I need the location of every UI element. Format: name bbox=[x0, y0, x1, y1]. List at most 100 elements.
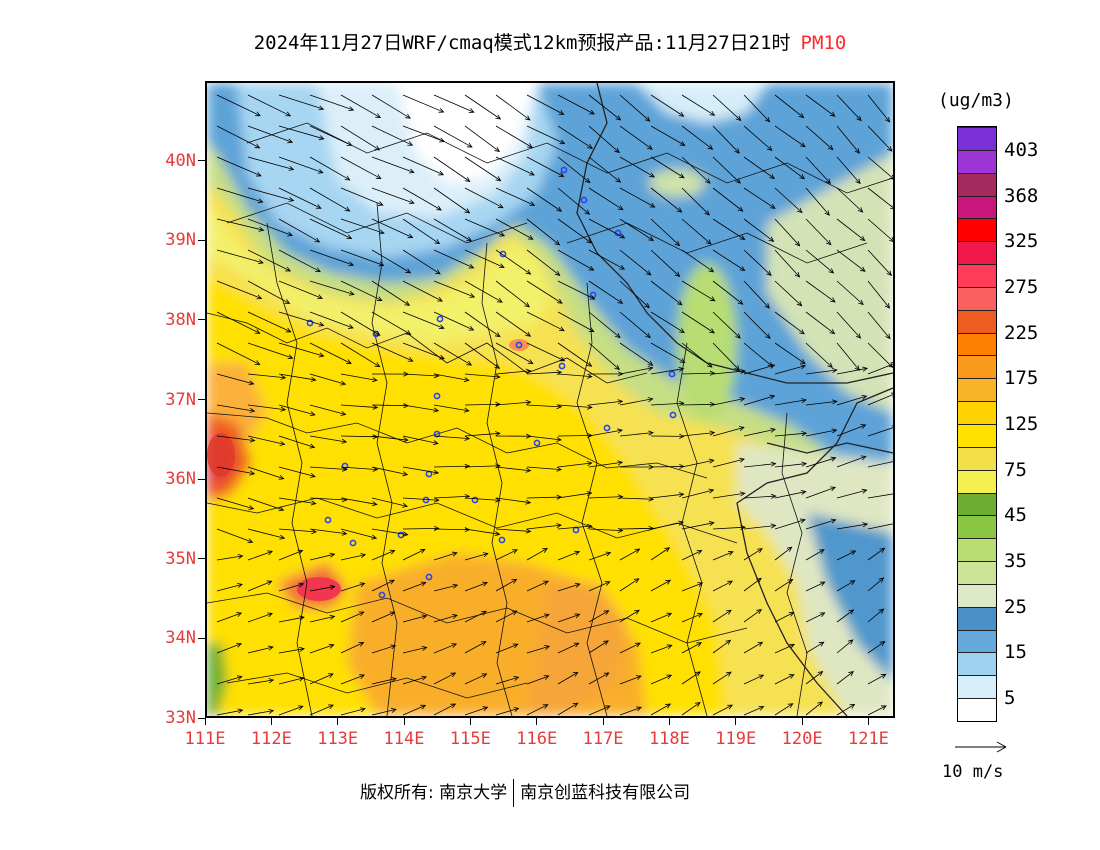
wind-arrow bbox=[464, 94, 502, 120]
wind-arrow bbox=[216, 94, 261, 117]
wind-arrow bbox=[557, 280, 596, 300]
wind-arrow bbox=[588, 249, 626, 270]
wind-arrow bbox=[681, 156, 711, 184]
lat-label: 33N bbox=[165, 708, 196, 728]
city-marker bbox=[533, 439, 541, 447]
wind-arrow bbox=[619, 675, 642, 685]
wind-arrow bbox=[681, 612, 703, 623]
wind-arrow bbox=[805, 428, 838, 437]
wind-arrow bbox=[588, 156, 622, 183]
wind-arrow bbox=[619, 706, 642, 716]
wind-arrow bbox=[557, 642, 580, 654]
wind-arrow bbox=[433, 435, 471, 441]
wind-arrow bbox=[526, 311, 565, 332]
wind-arrow bbox=[743, 125, 773, 151]
wind-arrow bbox=[402, 675, 428, 685]
wind-arrow bbox=[371, 497, 408, 508]
wind-arrow bbox=[309, 673, 334, 685]
wind-arrow bbox=[278, 646, 305, 654]
wind-arrow bbox=[743, 218, 775, 242]
wind-arrow bbox=[650, 520, 685, 530]
wind-arrow bbox=[495, 125, 533, 148]
wind-arrow bbox=[247, 404, 287, 412]
wind-arrow bbox=[650, 125, 686, 146]
city-marker bbox=[580, 196, 588, 204]
wind-arrow bbox=[278, 373, 317, 382]
wind-arrow bbox=[402, 466, 440, 475]
wind-arrow bbox=[805, 399, 838, 406]
wind-arrow bbox=[774, 364, 807, 375]
wind-arrow bbox=[340, 466, 379, 472]
wind-arrow bbox=[216, 642, 243, 654]
legend-label: 25 bbox=[1004, 595, 1027, 618]
wind-arrow bbox=[650, 366, 685, 375]
wind-arrow bbox=[712, 311, 741, 339]
legend-swatch bbox=[958, 195, 996, 219]
wind-arrow bbox=[650, 218, 681, 247]
wind-arrow bbox=[619, 249, 652, 276]
legend-swatch bbox=[958, 149, 996, 173]
wind-arrow bbox=[371, 435, 409, 443]
legend-label: 35 bbox=[1004, 550, 1027, 573]
lon-label: 117E bbox=[582, 729, 624, 749]
wind-arrow bbox=[557, 156, 591, 184]
lon-label: 111E bbox=[184, 729, 226, 749]
wind-arrow bbox=[216, 311, 261, 334]
wind-arrow bbox=[402, 249, 441, 275]
wind-arrow bbox=[433, 404, 470, 413]
wind-arrow bbox=[247, 678, 275, 685]
wind-arrow bbox=[712, 342, 740, 371]
map-panel[interactable] bbox=[205, 81, 895, 718]
wind-arrow bbox=[805, 670, 824, 685]
wind-arrow bbox=[867, 705, 887, 716]
legend-swatch bbox=[958, 492, 996, 516]
wind-arrow bbox=[340, 642, 365, 654]
city-markers bbox=[306, 166, 677, 599]
wind-arrow bbox=[495, 399, 532, 406]
wind-arrow bbox=[278, 582, 305, 592]
wind-arrow bbox=[867, 492, 893, 499]
wind-arrow bbox=[836, 125, 860, 154]
wind-arrow bbox=[371, 707, 397, 716]
wind-arrow bbox=[495, 94, 531, 121]
wind-arrow bbox=[278, 466, 316, 478]
wind-arrow bbox=[712, 249, 746, 271]
wind-arrow bbox=[557, 491, 593, 499]
wind-arrow bbox=[805, 612, 826, 623]
wind-arrow bbox=[371, 528, 409, 537]
wind-arrow bbox=[340, 553, 367, 561]
wind-arrow bbox=[247, 580, 273, 592]
wind-arrow bbox=[278, 615, 305, 623]
wind-arrow bbox=[743, 187, 776, 209]
wind-arrow bbox=[309, 404, 347, 416]
wind-arrow bbox=[371, 187, 415, 205]
wind-arrow bbox=[433, 463, 471, 469]
lon-label: 118E bbox=[648, 729, 690, 749]
wind-arrow bbox=[309, 528, 348, 536]
lon-label: 112E bbox=[250, 729, 292, 749]
city-marker bbox=[515, 341, 523, 349]
wind-arrow bbox=[526, 704, 549, 716]
wind-arrow bbox=[588, 527, 624, 533]
city-marker bbox=[306, 319, 314, 327]
wind-arrow bbox=[433, 551, 458, 561]
legend-swatch bbox=[958, 172, 996, 196]
wind-arrow bbox=[495, 187, 536, 206]
lat-tick bbox=[198, 717, 205, 719]
wind-arrow bbox=[340, 342, 381, 368]
wind-arrow bbox=[774, 546, 793, 561]
wind-arrow bbox=[557, 671, 579, 685]
wind-arrow bbox=[371, 280, 411, 306]
wind-arrow bbox=[681, 370, 716, 376]
lat-label: 40N bbox=[165, 150, 196, 171]
wind-arrow bbox=[743, 523, 777, 530]
wind-arrow bbox=[836, 455, 867, 468]
lon-label: 114E bbox=[383, 729, 425, 749]
wind-arrow bbox=[805, 701, 823, 716]
wind-arrow bbox=[216, 466, 256, 476]
lon-label: 115E bbox=[449, 729, 491, 749]
wind-arrow bbox=[433, 218, 473, 242]
wind-arrow bbox=[309, 342, 352, 364]
wind-arrow bbox=[743, 548, 763, 561]
wind-arrow bbox=[805, 549, 825, 561]
